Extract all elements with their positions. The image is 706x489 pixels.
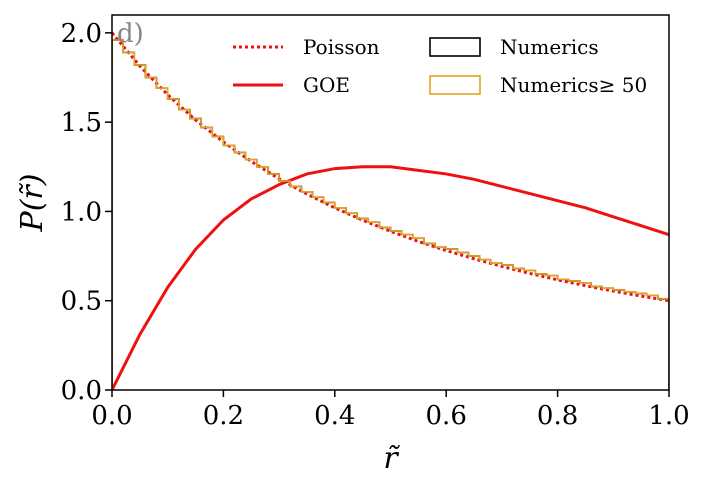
x-axis-label: r̃: [383, 441, 400, 476]
y-tick-label: 1.0: [61, 197, 102, 227]
x-tick-label: 1.0: [648, 401, 689, 431]
x-tick-label: 0.6: [426, 401, 467, 431]
x-tick-label: 0.8: [537, 401, 578, 431]
series-line-1: [112, 165, 669, 390]
plot-area: [112, 31, 669, 390]
y-tick-label: 0.0: [61, 376, 102, 406]
axes: 0.0 0.2 0.4 0.6 0.8 1.0 0.0 0.5 1.0 1.5 2.0: [61, 14, 690, 431]
series-line-3: [112, 39, 669, 390]
y-tick-label: 0.5: [61, 287, 102, 317]
legend-label: Numerics≥ 50: [500, 73, 647, 97]
legend-label: GOE: [303, 73, 350, 97]
x-tick-label: 0.4: [314, 401, 355, 431]
legend-swatch: [429, 75, 481, 95]
x-tick-label: 0.0: [91, 401, 132, 431]
panel-label: d): [117, 19, 144, 49]
plot-frame: [111, 14, 670, 391]
legend-item-1: GOE: [233, 73, 350, 97]
legend-swatch: [429, 37, 481, 57]
legend-item-2: Numerics: [429, 35, 599, 59]
legend-item-3: Numerics≥ 50: [429, 73, 647, 97]
y-axis-label: P(r̃): [15, 174, 50, 233]
legend-label: Poisson: [303, 35, 380, 59]
legend-item-0: Poisson: [233, 35, 380, 59]
x-tick-label: 0.2: [203, 401, 244, 431]
legend-label: Numerics: [500, 35, 599, 59]
y-tick-label: 2.0: [61, 19, 102, 49]
y-tick-label: 1.5: [61, 108, 102, 138]
legend: Poisson GOE Numerics Numerics≥ 50: [233, 35, 647, 97]
